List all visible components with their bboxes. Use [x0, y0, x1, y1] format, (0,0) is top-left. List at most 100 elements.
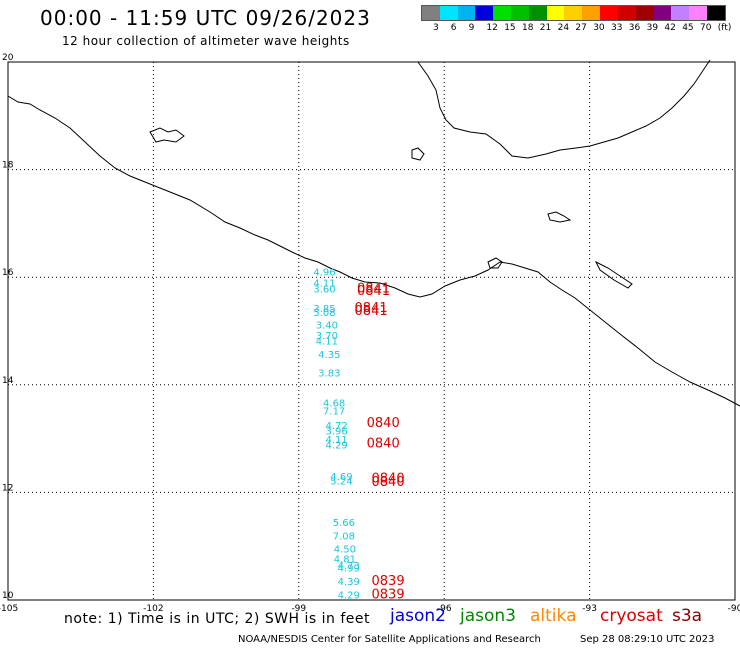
pass-time-label: 0840	[372, 475, 405, 490]
coastline	[7, 59, 740, 407]
swh-value: 4.11	[313, 278, 335, 289]
legend-swatch	[671, 6, 689, 20]
swh-value: 4.96	[313, 268, 335, 279]
satellite-jason3: jason3	[460, 606, 516, 626]
legend-swatch	[422, 6, 440, 20]
satellite-altika: altika	[530, 606, 577, 626]
credit-text: NOAA/NESDIS Center for Satellite Applica…	[238, 634, 541, 645]
swh-value: 4.81	[334, 554, 356, 565]
y-tick-label: 10	[2, 591, 14, 601]
satellite-cryosat: cryosat	[600, 606, 663, 626]
legend-label: 45	[682, 23, 694, 33]
map-title: 00:00 - 11:59 UTC 09/26/2023	[40, 6, 371, 30]
legend-label: 18	[522, 23, 534, 33]
swh-value: 4.11	[325, 435, 347, 446]
timestamp-text: Sep 28 08:29:10 UTC 2023	[580, 634, 715, 645]
swh-value: 3.70	[316, 331, 338, 342]
legend-label: 27	[575, 23, 587, 33]
legend-swatch	[706, 6, 725, 20]
swh-value: 3.85	[313, 304, 335, 315]
island-3	[547, 211, 572, 223]
legend-swatch	[528, 6, 547, 20]
swh-value: 5.24	[330, 476, 352, 487]
legend-swatch	[599, 6, 618, 20]
legend-label: 3	[433, 23, 439, 33]
swh-value: 5.66	[333, 518, 355, 529]
legend-color-bar	[421, 5, 726, 21]
swh-value: 4.29	[325, 440, 347, 451]
swh-value: 4.39	[338, 577, 360, 588]
satellite-s3a: s3a	[672, 606, 703, 626]
legend-label: (ft)	[717, 23, 732, 33]
x-tick-label: -96	[437, 604, 452, 614]
pass-time-label: 0840	[367, 437, 400, 452]
x-tick-label: -99	[291, 604, 306, 614]
legend-swatch	[493, 6, 511, 20]
legend-swatch	[582, 6, 600, 20]
swh-value: 3.60	[313, 284, 335, 295]
island-2	[411, 147, 425, 161]
legend-swatch	[510, 6, 529, 20]
swh-value: 3.83	[318, 369, 340, 380]
swh-value: 4.69	[330, 472, 352, 483]
legend-label: 21	[539, 23, 552, 33]
swh-value: 4.72	[325, 421, 347, 432]
swh-value: 4.50	[334, 545, 356, 556]
y-tick-label: 16	[2, 268, 14, 278]
y-tick-label: 18	[2, 161, 14, 171]
pass-time-label: 0841	[355, 301, 388, 316]
swh-value: 3.96	[325, 426, 347, 437]
coastline-gulf	[417, 59, 711, 159]
legend-swatch	[439, 6, 458, 20]
footer-note: note: 1) Time is in UTC; 2) SWH is in fe…	[64, 611, 371, 627]
map-frame	[7, 61, 736, 601]
swh-value: 5.08	[313, 308, 335, 319]
swh-value: 4.68	[323, 398, 345, 409]
legend-label: 33	[611, 23, 623, 33]
map-subtitle: 12 hour collection of altimeter wave hei…	[62, 34, 350, 48]
island-4	[594, 260, 633, 289]
legend-label: 9	[468, 23, 475, 33]
y-tick-label: 20	[2, 53, 14, 63]
swh-observations: 4.964.113.603.855.083.403.704.114.353.83…	[313, 268, 359, 602]
legend-swatch	[564, 6, 583, 20]
color-legend: 3 6 9 12 15 18 21 24 27 30 33 36 39 42 45 70 (ft)	[421, 5, 731, 33]
legend-swatch	[635, 6, 654, 20]
legend-label: 6	[450, 23, 457, 33]
legend-label: 39	[646, 23, 659, 33]
x-tick-label: -90	[728, 604, 740, 614]
legend-swatch	[617, 6, 636, 20]
pass-time-label: 0839	[372, 574, 405, 589]
legend-label: 70	[700, 23, 712, 33]
x-tick-label: -105	[0, 604, 18, 614]
coastline-pacific	[7, 95, 740, 407]
swh-value: 7.17	[323, 406, 345, 417]
legend-label: 42	[664, 23, 676, 33]
swh-value: 3.40	[316, 320, 338, 331]
y-tick-label: 14	[2, 376, 14, 386]
legend-swatch	[457, 6, 476, 20]
pass-time-label: 0841	[357, 281, 390, 296]
legend-swatch	[688, 6, 707, 20]
legend-label: 30	[593, 23, 605, 33]
island-5	[487, 257, 503, 269]
pass-time-label: 0841	[355, 304, 388, 319]
swh-value: 4.11	[316, 336, 338, 347]
pass-time-label: 0840	[367, 416, 400, 431]
legend-swatch	[546, 6, 565, 20]
pass-time-label: 0839	[372, 587, 405, 602]
pass-time-label: 0841	[357, 284, 390, 299]
swh-value: 4.35	[318, 350, 340, 361]
legend-label: 15	[504, 23, 516, 33]
pass-time-label: 0840	[372, 472, 405, 487]
legend-label: 24	[557, 23, 570, 33]
swh-value: 4.73	[338, 561, 360, 572]
swh-value: 7.08	[333, 532, 355, 543]
legend-label: 36	[628, 23, 641, 33]
legend-label: 12	[486, 23, 498, 33]
map-grid: -105 -102 -99 -96 -93 -90 20 18 16 14 12 10	[0, 53, 740, 614]
x-tick-label: -102	[143, 604, 163, 614]
legend-labels: 3 6 9 12 15 18 21 24 27 30 33 36 39 42 45 70 (ft)	[421, 21, 731, 33]
island-1	[149, 127, 185, 143]
